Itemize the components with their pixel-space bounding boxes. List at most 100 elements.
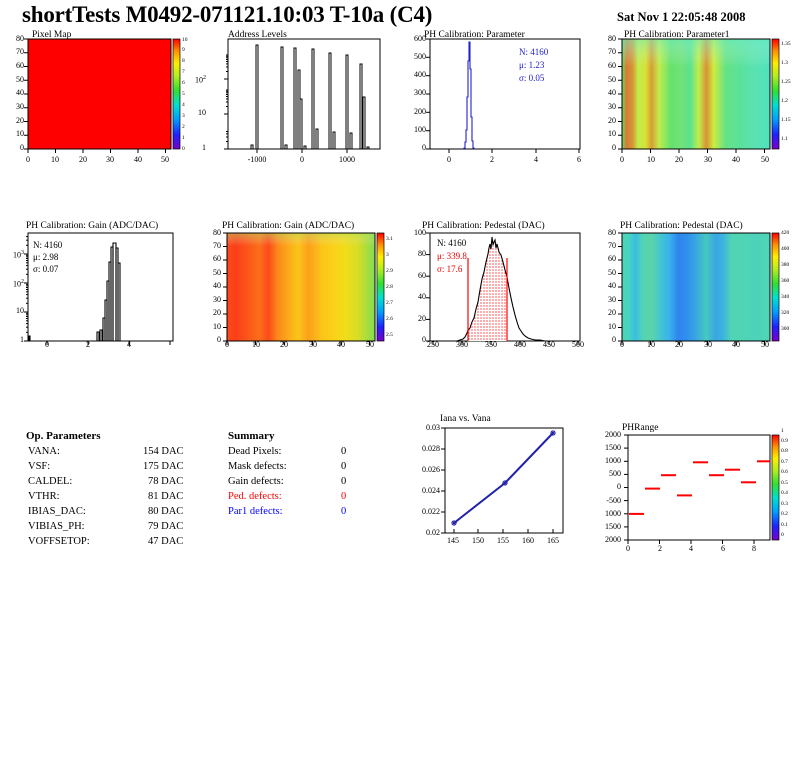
op-param-value: 154 DAC [143,446,184,457]
cbar-tick: 360 [781,278,790,284]
ytick: 30 [608,102,616,111]
ytick: 30 [16,102,24,111]
ytick: 10 [198,108,206,117]
cbar-tick: 7 [182,69,185,75]
ytick: 10 [608,129,616,138]
xtick: 20 [675,340,683,349]
xtick: 1000 [339,155,355,164]
pedestal-heatmap [618,232,780,345]
ph-parameter1-heatmap [618,38,780,153]
ytick: 50 [608,75,616,84]
stat-n: N: 4160 [519,47,549,57]
ytick: 400 [414,70,426,79]
summary-value: 0 [341,446,347,457]
panel-title-pedestal-hist: PH Calibration: Pedestal (DAC) [422,221,545,231]
xtick: 30 [704,340,712,349]
ytick: 40 [213,281,221,290]
op-param-value: 175 DAC [143,461,184,472]
ytick: 2000 [605,535,621,544]
ytick: 103 [13,250,24,260]
ytick: 0 [617,482,621,491]
ytick: 2000 [605,430,621,439]
ytick: 0.026 [422,465,440,474]
cbar-tick: 3.1 [386,236,393,242]
op-param-key: VIBIAS_PH: [28,521,85,532]
summary-value: 0 [341,506,347,517]
xtick: 0 [626,544,630,553]
cbar-tick: 0.6 [781,469,788,475]
ytick: 0 [422,143,426,152]
ytick: 80 [608,34,616,43]
xtick: 0 [26,155,30,164]
summary-key: Gain defects: [228,476,284,487]
xtick: 0 [225,340,229,349]
summary-value: 0 [341,461,347,472]
xtick: 40 [337,340,345,349]
xtick: 50 [161,155,169,164]
xtick: 30 [704,155,712,164]
ytick: -500 [606,496,621,505]
gain-hist-plot [24,232,174,345]
xtick: 6 [577,155,581,164]
cbar-tick: 0.5 [781,480,788,486]
panel-title-pedestal-map: PH Calibration: Pedestal (DAC) [620,221,743,231]
ytick: 30 [608,295,616,304]
ytick: 60 [213,254,221,263]
ytick: 30 [213,295,221,304]
summary-key: Mask defects: [228,461,287,472]
ytick: 0 [20,143,24,152]
panel-title-iana-vana: Iana vs. Vana [440,414,491,424]
op-parameters-heading: Op. Parameters [26,430,101,442]
xtick: 10 [51,155,59,164]
ytick: 500 [609,469,621,478]
cbar-tick: 2.6 [386,316,393,322]
summary-value: 0 [341,491,347,502]
panel-title-address-levels: Address Levels [228,30,287,40]
panel-title-ph-parameter1-map: PH Calibration: Parameter1 [624,30,730,40]
ytick: 20 [213,308,221,317]
xtick: 0 [620,155,624,164]
xtick: 50 [761,155,769,164]
xtick: 2 [658,544,662,553]
cbar-tick: 380 [781,262,790,268]
ytick: 60 [16,61,24,70]
op-param-key: VSF: [28,461,51,472]
xtick: 40 [732,340,740,349]
xtick: 145 [447,536,459,545]
op-param-value: 81 DAC [148,491,184,502]
ytick: 1000 [605,456,621,465]
ytick: 102 [13,279,24,289]
ytick: 1500 [605,522,621,531]
ytick: 40 [608,88,616,97]
stat-sigma: σ: 0.07 [33,264,59,274]
panel-title-phrange: PHRange [622,423,659,433]
op-param-key: VOFFSETOP: [28,536,90,547]
xtick: 20 [675,155,683,164]
cbar-tick: 0 [182,146,185,152]
ytick: 50 [608,268,616,277]
cbar-tick: 0 [781,532,784,538]
ytick: 70 [16,47,24,56]
summary-key: Ped. defects: [228,491,282,502]
ytick: 1 [20,335,24,344]
cbar-tick: 6 [182,80,185,86]
ytick: 40 [418,292,426,301]
gain-heatmap [223,232,385,345]
cbar-tick: 340 [781,294,790,300]
ytick: 80 [608,228,616,237]
op-param-value: 78 DAC [148,476,184,487]
panel-title-ph-parameter: PH Calibration: Parameter [424,30,525,40]
ytick: 1 [202,143,206,152]
stat-mu: μ: 1.23 [519,60,545,70]
ytick: 0.03 [426,423,440,432]
op-param-key: CALDEL: [28,476,73,487]
ytick: 10 [16,306,24,315]
cbar-tick: 9 [182,47,185,53]
stat-n: N: 4160 [33,240,63,250]
phrange-plot [624,434,780,544]
xtick: 400 [514,340,526,349]
op-param-value: 79 DAC [148,521,184,532]
xtick: 2 [86,340,90,349]
ytick: 200 [414,107,426,116]
cbar-tick: 1.2 [781,98,788,104]
